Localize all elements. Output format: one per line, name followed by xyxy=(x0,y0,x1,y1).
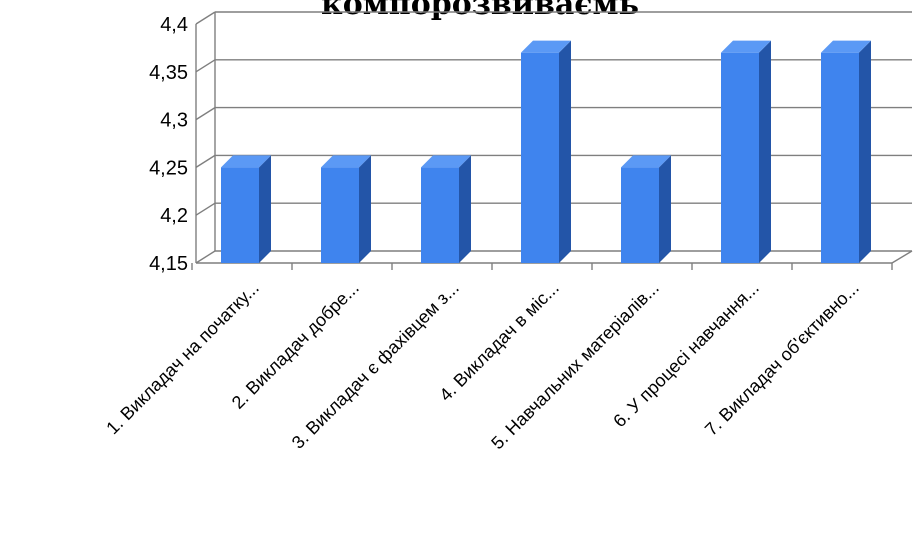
bar-side xyxy=(659,155,671,263)
bar-front xyxy=(721,52,759,264)
bar-side xyxy=(259,155,271,263)
bar xyxy=(621,155,671,263)
bar-side xyxy=(759,40,771,264)
bar-side xyxy=(359,155,371,263)
y-tick-label: 4,25 xyxy=(149,157,188,179)
bar-front xyxy=(821,52,859,264)
y-tick-label: 4,4 xyxy=(160,14,188,36)
bar-front xyxy=(321,167,359,263)
bar-top xyxy=(621,155,671,168)
y-tick-label: 4,2 xyxy=(160,205,188,227)
gridline-connector xyxy=(195,107,216,121)
bar-side xyxy=(559,40,571,264)
bar-top xyxy=(721,40,771,53)
bar xyxy=(521,40,571,264)
bars-layer xyxy=(221,40,871,264)
bar-top xyxy=(421,155,471,168)
bar-top xyxy=(221,155,271,168)
bar-front xyxy=(521,52,559,264)
y-tick-label: 4,15 xyxy=(149,253,188,275)
gridline-connector xyxy=(195,11,216,25)
bar-front xyxy=(221,167,259,263)
bar-front xyxy=(421,167,459,263)
x-tick-label: 1. Викладач на початку... xyxy=(102,278,263,439)
bar xyxy=(721,40,771,264)
floor-edge xyxy=(891,250,913,264)
gridline-connector xyxy=(195,59,216,73)
gridline-connector xyxy=(195,250,216,264)
bar xyxy=(421,155,471,263)
y-tick-label: 4,3 xyxy=(160,110,188,132)
bar-top xyxy=(821,40,871,53)
gridline-connector xyxy=(195,154,216,168)
x-tick-label: 5. Навчальних матеріалів... xyxy=(487,278,662,453)
bar xyxy=(321,155,371,263)
x-tick-labels: 1. Викладач на початку...2. Викладач доб… xyxy=(102,278,863,453)
bar-top xyxy=(321,155,371,168)
bar-front xyxy=(621,167,659,263)
bar-top xyxy=(521,40,571,53)
bar-side xyxy=(459,155,471,263)
gridline-connector xyxy=(195,202,216,216)
bar-side xyxy=(859,40,871,264)
chart-title: компорозвиваємь xyxy=(321,0,639,22)
bar xyxy=(821,40,871,264)
y-tick-label: 4,35 xyxy=(149,62,188,84)
x-tick-label: 3. Викладач є фахівцем з... xyxy=(288,278,463,453)
bar xyxy=(221,155,271,263)
